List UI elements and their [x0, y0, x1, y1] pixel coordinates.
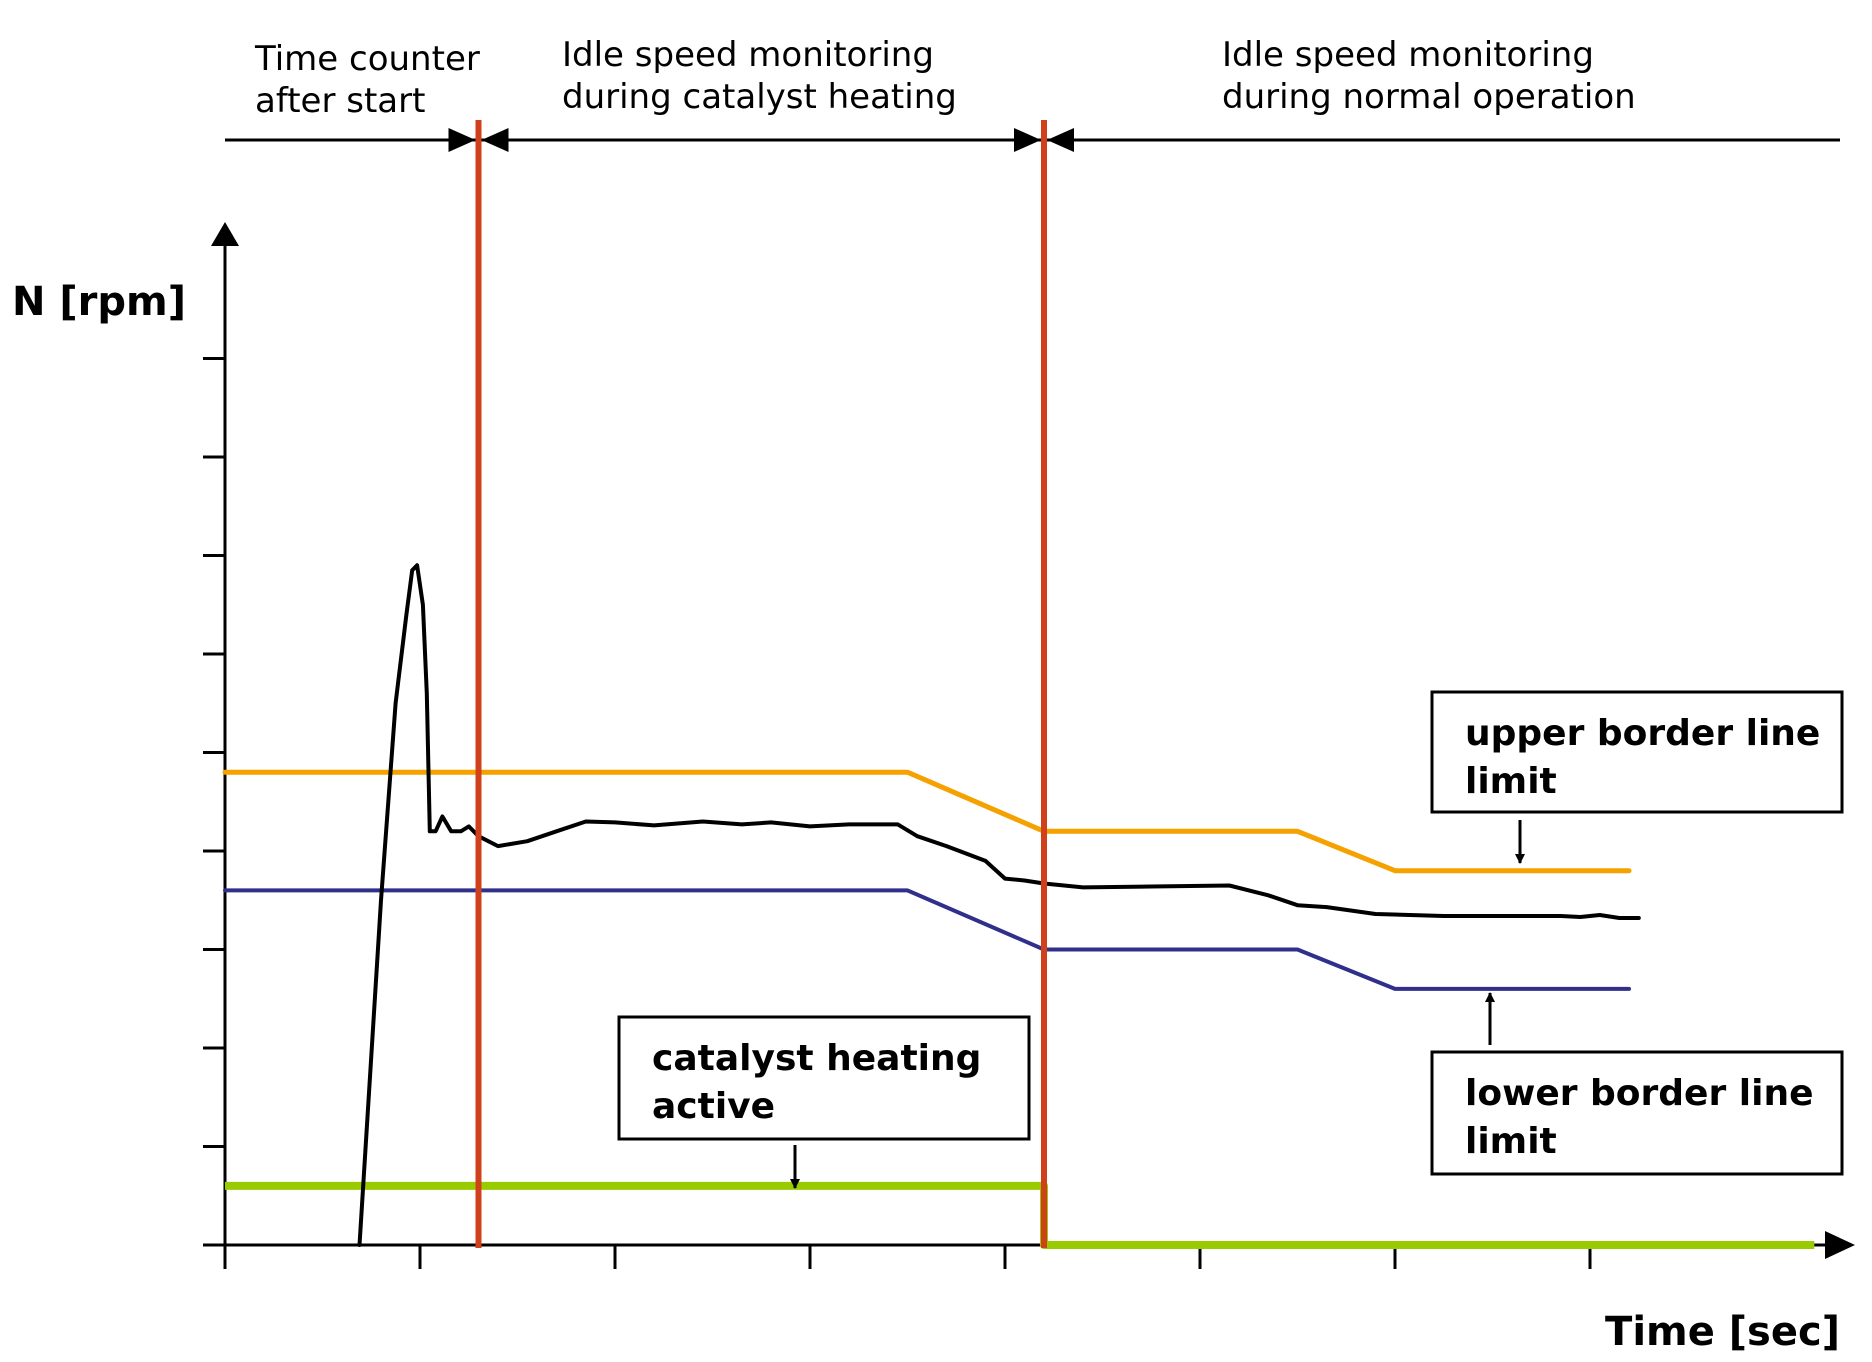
- phase-label-2: Idle speed monitoring: [562, 35, 934, 75]
- phase-arrow-left: [448, 128, 476, 152]
- phase-label-1: after start: [255, 81, 425, 121]
- phase-label-3: during normal operation: [1222, 77, 1636, 117]
- phase-arrow-right: [1047, 128, 1074, 152]
- series-line-speed: [357, 563, 1641, 1247]
- callout-text-lower: limit: [1465, 1121, 1557, 1162]
- phase-arrow-right: [481, 128, 509, 152]
- callout-box-lower: [1430, 1050, 1844, 1176]
- series-line-upper: [222, 769, 1632, 874]
- y-axis-label: N [rpm]: [12, 279, 186, 325]
- boundary-layer: [475, 120, 1047, 1248]
- phase-label-1: Time counter: [254, 39, 480, 79]
- callout-text-upper: limit: [1465, 761, 1557, 802]
- phase-arrow-left: [1014, 128, 1041, 152]
- annotation-layer: upper border line limit lower border line l…: [617, 690, 1844, 1189]
- callout-box-catalyst: [617, 1015, 1031, 1141]
- callout-text-catalyst: catalyst heating: [652, 1038, 981, 1079]
- series-line-lower: [223, 888, 1631, 991]
- phase-label-3: Idle speed monitoring: [1222, 35, 1594, 75]
- callout-text-lower: lower border line: [1465, 1073, 1814, 1114]
- phase-label-2: during catalyst heating: [562, 77, 957, 117]
- series-layer: [222, 563, 1815, 1249]
- callout-text-upper: upper border line: [1465, 713, 1820, 754]
- y-axis-arrow: [211, 222, 239, 246]
- callout-text-catalyst: active: [652, 1086, 775, 1127]
- callout-box-upper: [1430, 690, 1844, 814]
- series-line-catalyst: [225, 1181, 1815, 1249]
- x-axis-arrow: [1825, 1231, 1855, 1259]
- x-axis-label: Time [sec]: [1605, 1309, 1840, 1355]
